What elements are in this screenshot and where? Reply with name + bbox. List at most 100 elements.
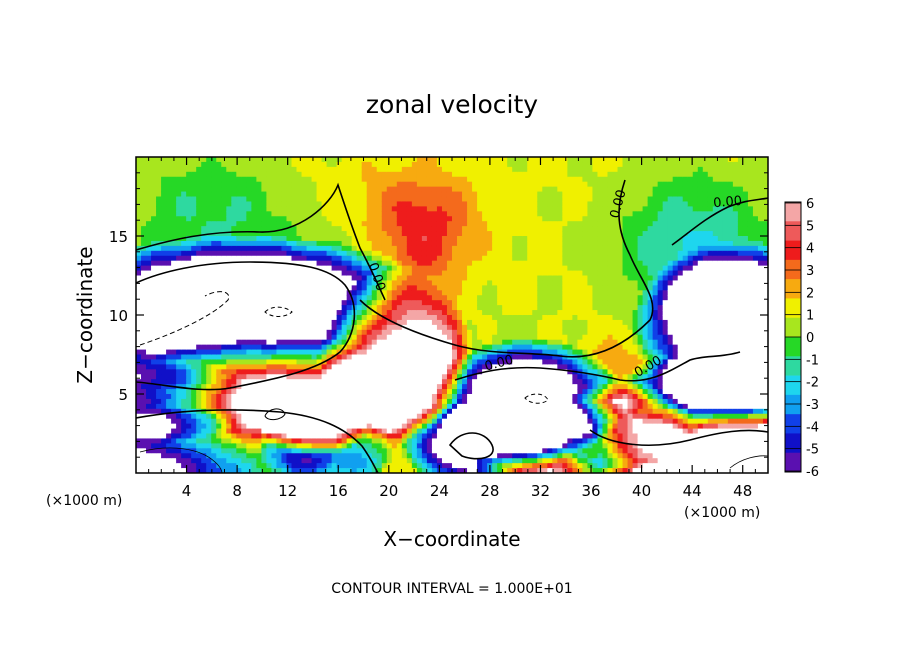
field-cell: [386, 423, 393, 430]
field-cell: [391, 453, 398, 459]
field-cell: [421, 181, 428, 188]
field-cell: [507, 458, 513, 464]
field-cell: [467, 354, 473, 361]
field-cell: [226, 186, 232, 193]
field-cell: [241, 255, 247, 262]
field-cell: [146, 211, 152, 217]
field-cell: [181, 458, 187, 464]
field-cell: [452, 216, 458, 222]
field-cell: [431, 324, 438, 331]
field-cell: [502, 196, 508, 203]
field-cell: [321, 389, 328, 395]
field-cell: [216, 349, 222, 356]
field-cell: [366, 448, 373, 454]
field-cell: [477, 344, 483, 351]
field-cell: [186, 374, 192, 380]
field-cell: [331, 408, 338, 415]
field-cell: [391, 418, 398, 425]
field-cell: [492, 389, 498, 395]
field-cell: [301, 433, 308, 440]
field-cell: [487, 245, 493, 252]
field-cell: [512, 191, 518, 198]
field-cell: [136, 221, 142, 227]
field-cell: [241, 206, 247, 212]
field-cell: [296, 384, 303, 390]
field-cell: [266, 344, 273, 351]
field-cell: [216, 275, 222, 282]
field-cell: [146, 374, 152, 380]
field-cell: [386, 280, 393, 286]
field-cell: [346, 403, 353, 410]
field-cell: [231, 428, 237, 435]
field-cell: [231, 389, 237, 395]
field-cell: [151, 448, 157, 454]
field-cell: [446, 226, 453, 232]
field-cell: [436, 206, 443, 212]
field-cell: [517, 398, 523, 405]
field-cell: [191, 260, 197, 267]
field-cell: [186, 310, 192, 316]
field-cell: [236, 458, 242, 464]
field-cell: [221, 379, 227, 385]
field-cell: [306, 191, 313, 198]
field-cell: [441, 186, 448, 193]
field-cell: [411, 191, 418, 198]
field-cell: [171, 206, 177, 212]
field-cell: [286, 176, 293, 183]
field-cell: [391, 206, 398, 212]
field-cell: [452, 250, 458, 257]
field-cell: [311, 389, 318, 395]
field-cell: [271, 255, 278, 262]
field-cell: [401, 344, 408, 351]
field-cell: [462, 310, 468, 316]
field-cell: [502, 280, 508, 286]
field-cell: [281, 211, 288, 217]
field-cell: [161, 157, 167, 163]
field-cell: [366, 191, 373, 198]
field-cell: [431, 305, 438, 311]
field-cell: [517, 418, 523, 425]
field-cell: [436, 240, 443, 247]
field-cell: [421, 364, 428, 370]
field-cell: [306, 161, 313, 168]
field-cell: [231, 171, 237, 178]
field-cell: [346, 364, 353, 370]
field-cell: [261, 295, 268, 301]
field-cell: [166, 275, 172, 282]
field-cell: [331, 290, 338, 296]
field-cell: [406, 418, 413, 425]
field-cell: [236, 329, 242, 336]
field-cell: [211, 443, 217, 449]
field-cell: [176, 428, 182, 435]
field-cell: [396, 379, 403, 385]
field-cell: [346, 374, 353, 380]
field-cell: [276, 300, 283, 306]
field-cell: [391, 384, 398, 390]
field-cell: [241, 413, 247, 420]
field-cell: [492, 280, 498, 286]
field-cell: [291, 398, 298, 405]
field-cell: [206, 161, 212, 168]
field-cell: [171, 433, 177, 440]
field-cell: [136, 344, 142, 351]
field-cell: [186, 226, 192, 232]
field-cell: [206, 176, 212, 183]
field-cell: [477, 354, 483, 361]
field-cell: [371, 245, 378, 252]
field-cell: [291, 315, 298, 321]
field-cell: [326, 250, 333, 257]
field-cell: [176, 379, 182, 385]
field-cell: [371, 403, 378, 410]
field-cell: [396, 310, 403, 316]
field-cell: [186, 216, 192, 222]
field-cell: [271, 300, 278, 306]
field-cell: [256, 349, 262, 356]
field-cell: [502, 216, 508, 222]
field-cell: [431, 216, 438, 222]
field-cell: [446, 255, 453, 262]
field-cell: [151, 458, 157, 464]
field-cell: [141, 443, 147, 449]
field-cell: [186, 359, 192, 365]
field-cell: [411, 186, 418, 193]
field-cell: [366, 458, 373, 464]
